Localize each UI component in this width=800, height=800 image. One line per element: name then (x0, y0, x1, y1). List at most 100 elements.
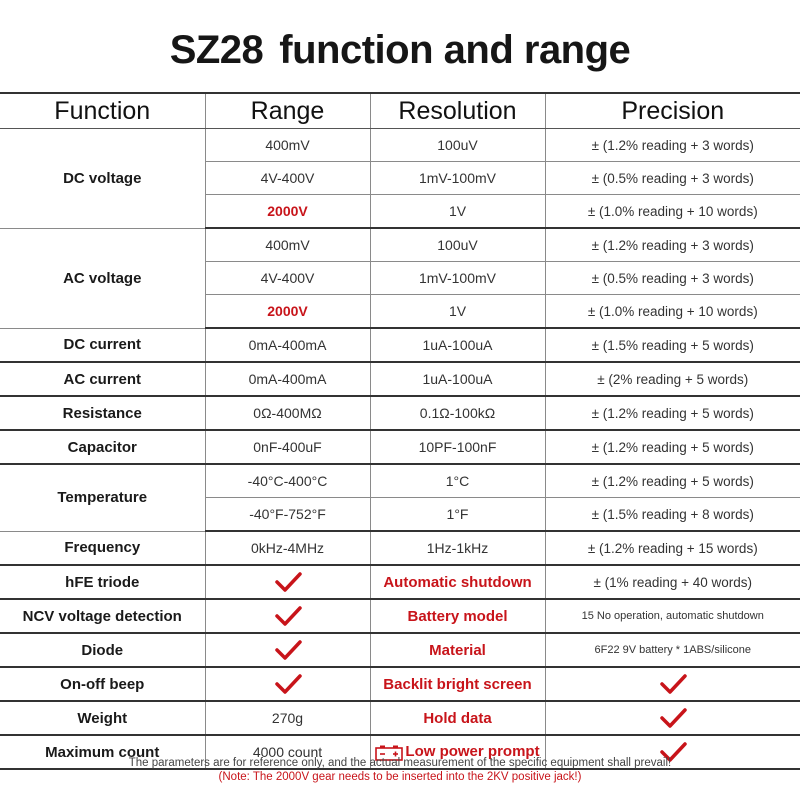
function-capacitor: Capacitor (0, 430, 205, 465)
feature-material: Material (369, 633, 545, 668)
table-row: 2000V 1V ± (1.0% reading + 10 words) (0, 194, 800, 229)
low-power-label: Low power prompt (405, 743, 540, 761)
precision-cell: ± (1.2% reading + 3 words) (544, 128, 800, 162)
check-icon (660, 742, 687, 762)
function-maximum-count: Maximum count (0, 735, 205, 770)
check-icon (274, 674, 302, 694)
function-dc-current: DC current (0, 328, 205, 363)
feature-value-cell: 15 No operation, automatic shutdown (544, 599, 800, 634)
precision-cell: ± (0.5% reading + 3 words) (544, 161, 800, 195)
precision-cell: ± (1.0% reading + 10 words) (544, 194, 800, 229)
resolution-cell: 1Hz-1kHz (369, 531, 545, 566)
function-on-off-beep: On-off beep (0, 667, 205, 702)
feature-value-cell (544, 667, 800, 702)
table-row: Capacitor 0nF-400uF 10PF-100nF ± (1.2% r… (0, 430, 800, 465)
range-cell: -40°C-400°C (204, 464, 370, 498)
table-row: Temperature -40°C-400°C 1°C ± (1.2% read… (0, 464, 800, 532)
footer-note: (Note: The 2000V gear needs to be insert… (218, 771, 582, 783)
table-row: NCV voltage detection Battery model 15 N… (0, 599, 800, 634)
table-row: Resistance 0Ω-400MΩ 0.1Ω-100kΩ ± (1.2% r… (0, 396, 800, 431)
precision-cell: ± (1.2% reading + 3 words) (544, 228, 800, 262)
table-row: DC voltage 400mV 100uV ± (1.2% reading +… (0, 128, 800, 229)
footer-disclaimer: The parameters are for reference only, a… (128, 757, 672, 769)
resolution-cell: 1°C (369, 464, 545, 498)
range-cell: 400mV (204, 128, 370, 162)
function-temperature: Temperature (0, 464, 205, 532)
table-row: Frequency 0kHz-4MHz 1Hz-1kHz ± (1.2% rea… (0, 531, 800, 566)
function-weight: Weight (0, 701, 205, 736)
resolution-cell: 1V (369, 194, 545, 229)
range-cell: 4000 count (204, 735, 370, 770)
precision-cell: ± (2% reading + 5 words) (544, 362, 800, 397)
table-row: 4V-400V 1mV-100mV ± (0.5% reading + 3 wo… (0, 161, 800, 195)
precision-cell: ± (1.5% reading + 8 words) (544, 497, 800, 532)
table-row: hFE triode Automatic shutdown ± (1% read… (0, 565, 800, 600)
title-model: SZ28 (169, 28, 264, 72)
range-cell: -40°F-752°F (204, 497, 370, 532)
range-cell: 0Ω-400MΩ (204, 396, 370, 431)
range-cell: 4V-400V (204, 261, 370, 295)
table-row: Weight 270g Hold data (0, 701, 800, 736)
spec-table: Function Range Resolution Precision DC v… (0, 92, 800, 770)
function-ac-current: AC current (0, 362, 205, 397)
function-frequency: Frequency (0, 531, 205, 566)
precision-cell: ± (1.0% reading + 10 words) (544, 294, 800, 329)
check-icon (274, 606, 302, 626)
check-icon (274, 640, 302, 660)
check-icon (660, 674, 687, 694)
table-row: 2000V 1V ± (1.0% reading + 10 words) (0, 294, 800, 329)
range-cell (204, 633, 370, 668)
resolution-cell: 1V (369, 294, 545, 329)
header-row: Function Range Resolution Precision (0, 92, 800, 129)
table-row: DC current 0mA-400mA 1uA-100uA ± (1.5% r… (0, 328, 800, 363)
precision-cell: ± (1.2% reading + 5 words) (544, 396, 800, 431)
feature-automatic-shutdown: Automatic shutdown (369, 565, 545, 600)
battery-icon (375, 745, 404, 761)
range-cell: 0kHz-4MHz (204, 531, 370, 566)
precision-cell: ± (1.5% reading + 5 words) (544, 328, 800, 363)
range-cell-highlight: 2000V (204, 194, 370, 229)
function-ac-voltage: AC voltage (0, 228, 205, 329)
range-cell (204, 667, 370, 702)
function-resistance: Resistance (0, 396, 205, 431)
function-ncv-detection: NCV voltage detection (0, 599, 205, 634)
resolution-cell: 1mV-100mV (369, 161, 545, 195)
range-cell: 0nF-400uF (204, 430, 370, 465)
check-icon (660, 708, 687, 728)
range-cell: 0mA-400mA (204, 362, 370, 397)
feature-value-cell: ± (1% reading + 40 words) (544, 565, 800, 600)
title-text: function and range (279, 28, 631, 72)
precision-cell: ± (1.2% reading + 15 words) (544, 531, 800, 566)
feature-value-cell (544, 701, 800, 736)
function-diode: Diode (0, 633, 205, 668)
range-cell: 270g (204, 701, 370, 736)
table-row: 4V-400V 1mV-100mV ± (0.5% reading + 3 wo… (0, 261, 800, 295)
table-row: AC voltage 400mV 100uV ± (1.2% reading +… (0, 228, 800, 329)
resolution-cell: 1°F (369, 497, 545, 532)
precision-cell: ± (1.2% reading + 5 words) (544, 430, 800, 465)
feature-value-cell: 6F22 9V battery * 1ABS/silicone (544, 633, 800, 668)
function-hfe-triode: hFE triode (0, 565, 205, 600)
header-precision: Precision (544, 92, 800, 129)
feature-low-power-prompt: Low power prompt (369, 735, 545, 770)
resolution-cell: 100uV (369, 228, 545, 262)
table-row: Maximum count 4000 count Low power promp… (0, 735, 800, 770)
table-row: -40°F-752°F 1°F ± (1.5% reading + 8 word… (0, 497, 800, 532)
feature-hold-data: Hold data (369, 701, 545, 736)
page-title: SZ28 function and range (0, 28, 800, 73)
resolution-cell: 1uA-100uA (369, 328, 545, 363)
resolution-cell: 10PF-100nF (369, 430, 545, 465)
resolution-cell: 1uA-100uA (369, 362, 545, 397)
table-row: AC current 0mA-400mA 1uA-100uA ± (2% rea… (0, 362, 800, 397)
header-function: Function (0, 92, 205, 129)
range-cell (204, 599, 370, 634)
table-row: On-off beep Backlit bright screen (0, 667, 800, 702)
precision-cell: ± (1.2% reading + 5 words) (544, 464, 800, 498)
check-icon (274, 572, 302, 592)
feature-value-cell (544, 735, 800, 770)
header-range: Range (204, 92, 370, 129)
resolution-cell: 1mV-100mV (369, 261, 545, 295)
header-resolution: Resolution (369, 92, 545, 129)
range-cell (204, 565, 370, 600)
range-cell-highlight: 2000V (204, 294, 370, 329)
